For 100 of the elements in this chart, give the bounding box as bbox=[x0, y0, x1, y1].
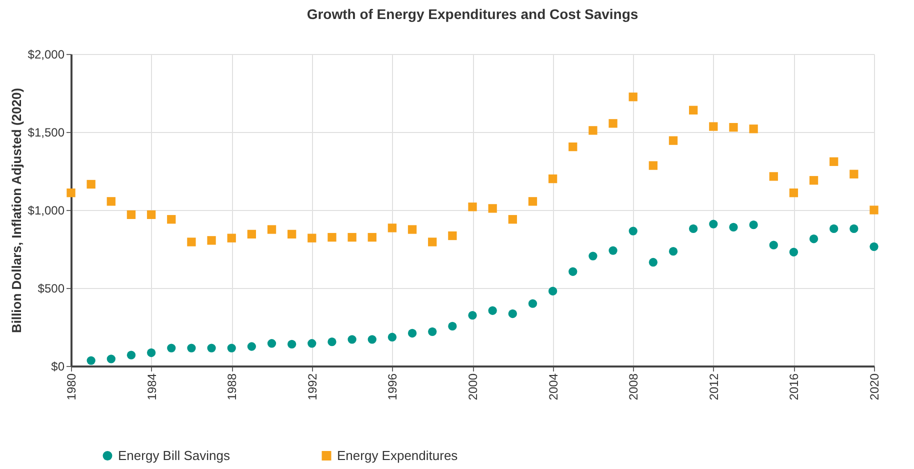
y-axis-title: Billion Dollars, Inflation Adjusted (2020) bbox=[8, 88, 24, 334]
point bbox=[769, 240, 778, 250]
y-tick-label: $500 bbox=[38, 282, 65, 296]
point bbox=[368, 335, 376, 344]
point bbox=[870, 242, 878, 251]
point bbox=[749, 220, 758, 230]
point bbox=[830, 224, 838, 234]
point bbox=[608, 119, 618, 128]
point bbox=[227, 234, 236, 242]
point bbox=[328, 232, 336, 242]
point bbox=[830, 157, 838, 166]
point bbox=[348, 232, 356, 242]
point bbox=[146, 210, 156, 220]
point bbox=[668, 136, 678, 145]
x-tick-label: 2016 bbox=[787, 373, 802, 400]
point bbox=[408, 328, 417, 338]
point bbox=[126, 210, 136, 220]
point bbox=[648, 161, 658, 170]
point bbox=[488, 204, 497, 213]
point bbox=[227, 344, 236, 352]
x-tick-label: 2020 bbox=[868, 373, 882, 400]
point bbox=[548, 174, 558, 184]
point bbox=[508, 215, 517, 224]
point bbox=[568, 267, 578, 276]
point bbox=[207, 236, 216, 245]
point bbox=[628, 226, 638, 236]
x-tick-label: 1996 bbox=[386, 373, 400, 400]
point bbox=[508, 309, 517, 318]
point bbox=[167, 344, 176, 352]
point bbox=[187, 344, 196, 352]
point bbox=[749, 124, 758, 134]
point bbox=[86, 180, 96, 189]
point bbox=[428, 327, 437, 336]
point bbox=[388, 224, 397, 232]
point bbox=[126, 350, 136, 360]
point bbox=[568, 142, 578, 152]
point bbox=[106, 354, 116, 364]
point bbox=[709, 122, 718, 131]
point bbox=[448, 322, 457, 331]
point bbox=[207, 344, 216, 352]
point bbox=[729, 122, 738, 132]
point bbox=[167, 215, 176, 224]
x-tick-label: 2000 bbox=[466, 373, 480, 400]
point bbox=[588, 126, 598, 135]
x-tick-label: 2012 bbox=[706, 373, 721, 400]
legend-label: Energy Bill Savings bbox=[118, 448, 230, 463]
point bbox=[688, 106, 698, 114]
point bbox=[709, 220, 718, 228]
x-tick-label: 2004 bbox=[546, 373, 560, 400]
point bbox=[588, 252, 598, 260]
point bbox=[247, 342, 256, 351]
point bbox=[668, 247, 678, 256]
point bbox=[247, 230, 256, 239]
y-tick-label: $1,500 bbox=[28, 126, 65, 140]
point bbox=[688, 224, 698, 234]
x-tick-label: 2008 bbox=[626, 373, 641, 400]
point bbox=[528, 197, 538, 206]
x-tick-label: 1984 bbox=[144, 373, 159, 400]
point bbox=[448, 231, 457, 240]
point bbox=[608, 246, 618, 255]
point bbox=[348, 335, 356, 344]
point bbox=[388, 332, 397, 342]
point bbox=[850, 170, 858, 178]
point bbox=[729, 222, 738, 232]
point bbox=[468, 202, 477, 212]
y-tick-label: $1,000 bbox=[28, 204, 65, 218]
point bbox=[769, 172, 778, 181]
point bbox=[146, 348, 156, 358]
point bbox=[789, 188, 798, 198]
point bbox=[106, 197, 116, 206]
point bbox=[809, 234, 818, 244]
point bbox=[267, 339, 276, 348]
point bbox=[548, 286, 558, 296]
point bbox=[789, 248, 798, 256]
legend-label: Energy Expenditures bbox=[337, 448, 458, 463]
point bbox=[628, 92, 638, 102]
point bbox=[850, 224, 858, 234]
point bbox=[287, 340, 296, 348]
point bbox=[308, 234, 316, 242]
point bbox=[66, 188, 76, 198]
point bbox=[328, 338, 336, 346]
point bbox=[86, 356, 96, 365]
x-tick-label: 1988 bbox=[225, 373, 240, 400]
point bbox=[187, 238, 196, 246]
point bbox=[287, 230, 296, 239]
x-tick-label: 1980 bbox=[64, 373, 78, 400]
point bbox=[428, 238, 437, 246]
point bbox=[368, 232, 376, 242]
chart-title: Growth of Energy Expenditures and Cost Savings bbox=[306, 6, 638, 22]
point bbox=[408, 225, 417, 234]
point bbox=[308, 339, 316, 348]
point bbox=[528, 299, 538, 308]
point bbox=[267, 225, 276, 234]
x-tick-label: 1992 bbox=[305, 373, 320, 400]
y-tick-label: $2,000 bbox=[28, 48, 65, 62]
point bbox=[870, 206, 878, 214]
point bbox=[809, 176, 818, 185]
y-tick-label: $0 bbox=[51, 360, 65, 374]
point bbox=[468, 310, 477, 320]
point bbox=[488, 306, 497, 315]
